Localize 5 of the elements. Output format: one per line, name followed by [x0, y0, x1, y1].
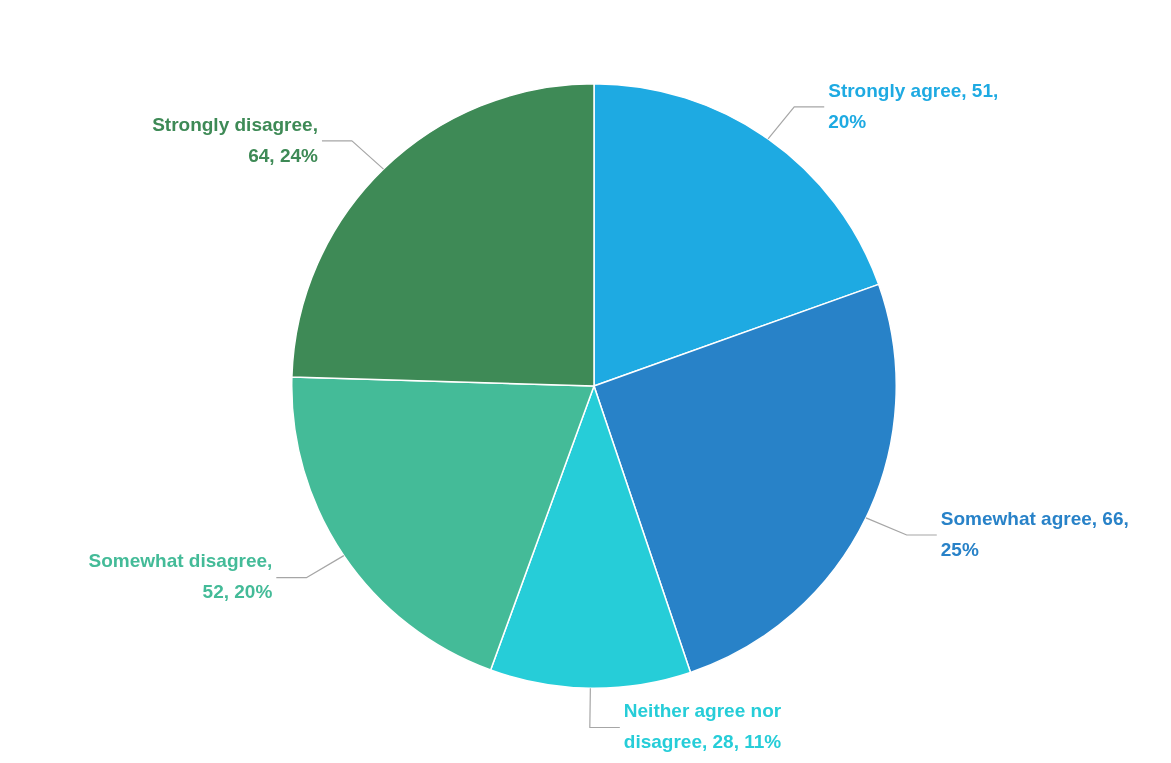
slice-label: Strongly disagree, 64, 24%	[152, 113, 319, 166]
slice-label: Neither agree nor disagree, 28, 11%	[623, 700, 782, 753]
slice-label: Strongly agree, 51, 20%	[828, 79, 999, 132]
slice-label: Somewhat agree, 66, 25%	[940, 507, 1129, 560]
slice-label: Somewhat disagree, 52, 20%	[88, 550, 273, 603]
